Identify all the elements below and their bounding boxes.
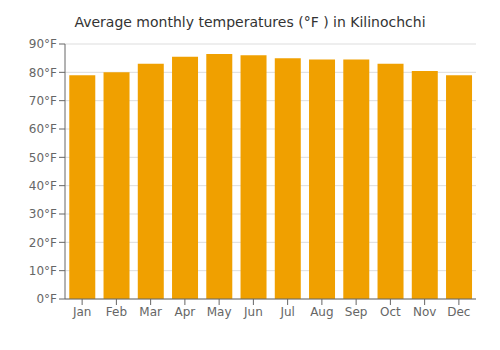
svg-text:Sep: Sep — [345, 305, 368, 319]
svg-text:Nov: Nov — [413, 305, 436, 319]
svg-text:Oct: Oct — [380, 305, 401, 319]
svg-text:50°F: 50°F — [29, 151, 57, 165]
svg-text:90°F: 90°F — [29, 37, 57, 51]
svg-text:Aug: Aug — [310, 305, 333, 319]
html-text:Average monthly temperatures (: Average monthly temperatures (°F ) in Ki… — [74, 14, 426, 30]
svg-text:Apr: Apr — [174, 305, 195, 319]
svg-text:May: May — [207, 305, 232, 319]
svg-text:Jun: Jun — [243, 305, 263, 319]
svg-text:60°F: 60°F — [29, 122, 57, 136]
svg-text:Feb: Feb — [106, 305, 127, 319]
svg-text:10°F: 10°F — [29, 264, 57, 278]
svg-text:70°F: 70°F — [29, 94, 57, 108]
svg-text:Jan: Jan — [72, 305, 92, 319]
svg-text:30°F: 30°F — [29, 207, 57, 221]
svg-text:Mar: Mar — [139, 305, 162, 319]
svg-text:40°F: 40°F — [29, 179, 57, 193]
svg-text:Dec: Dec — [447, 305, 470, 319]
svg-text:0°F: 0°F — [36, 292, 57, 306]
svg-text:Jul: Jul — [279, 305, 294, 319]
svg-text:80°F: 80°F — [29, 66, 57, 80]
svg-text:20°F: 20°F — [29, 236, 57, 250]
